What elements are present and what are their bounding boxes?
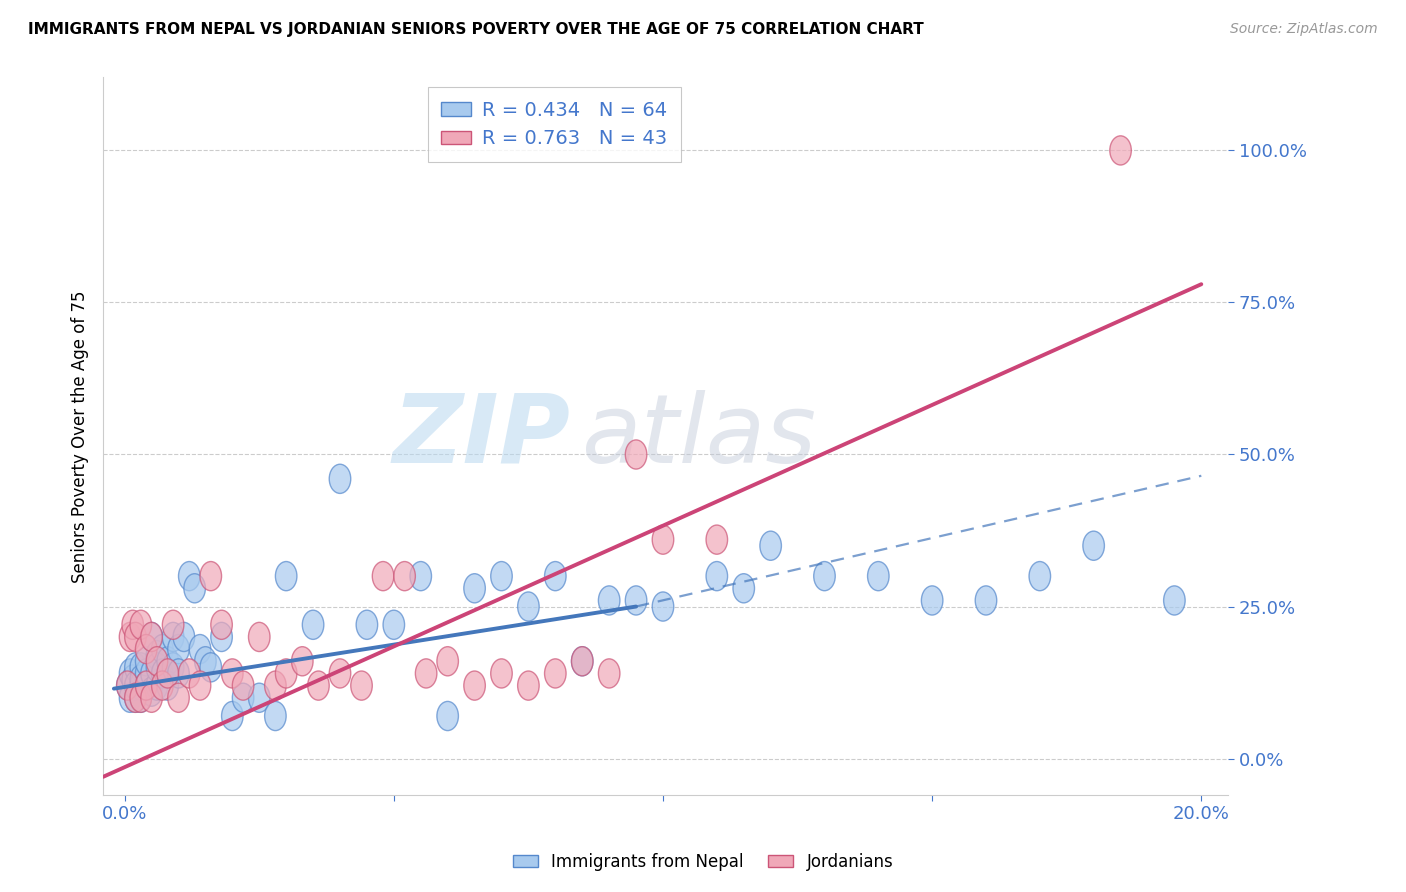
Text: IMMIGRANTS FROM NEPAL VS JORDANIAN SENIORS POVERTY OVER THE AGE OF 75 CORRELATIO: IMMIGRANTS FROM NEPAL VS JORDANIAN SENIO… bbox=[28, 22, 924, 37]
Legend: R = 0.434   N = 64, R = 0.763   N = 43: R = 0.434 N = 64, R = 0.763 N = 43 bbox=[427, 87, 681, 162]
Legend: Immigrants from Nepal, Jordanians: Immigrants from Nepal, Jordanians bbox=[505, 845, 901, 880]
Y-axis label: Seniors Poverty Over the Age of 75: Seniors Poverty Over the Age of 75 bbox=[72, 290, 89, 582]
Text: Source: ZipAtlas.com: Source: ZipAtlas.com bbox=[1230, 22, 1378, 37]
Text: atlas: atlas bbox=[581, 390, 817, 483]
Text: ZIP: ZIP bbox=[392, 390, 569, 483]
